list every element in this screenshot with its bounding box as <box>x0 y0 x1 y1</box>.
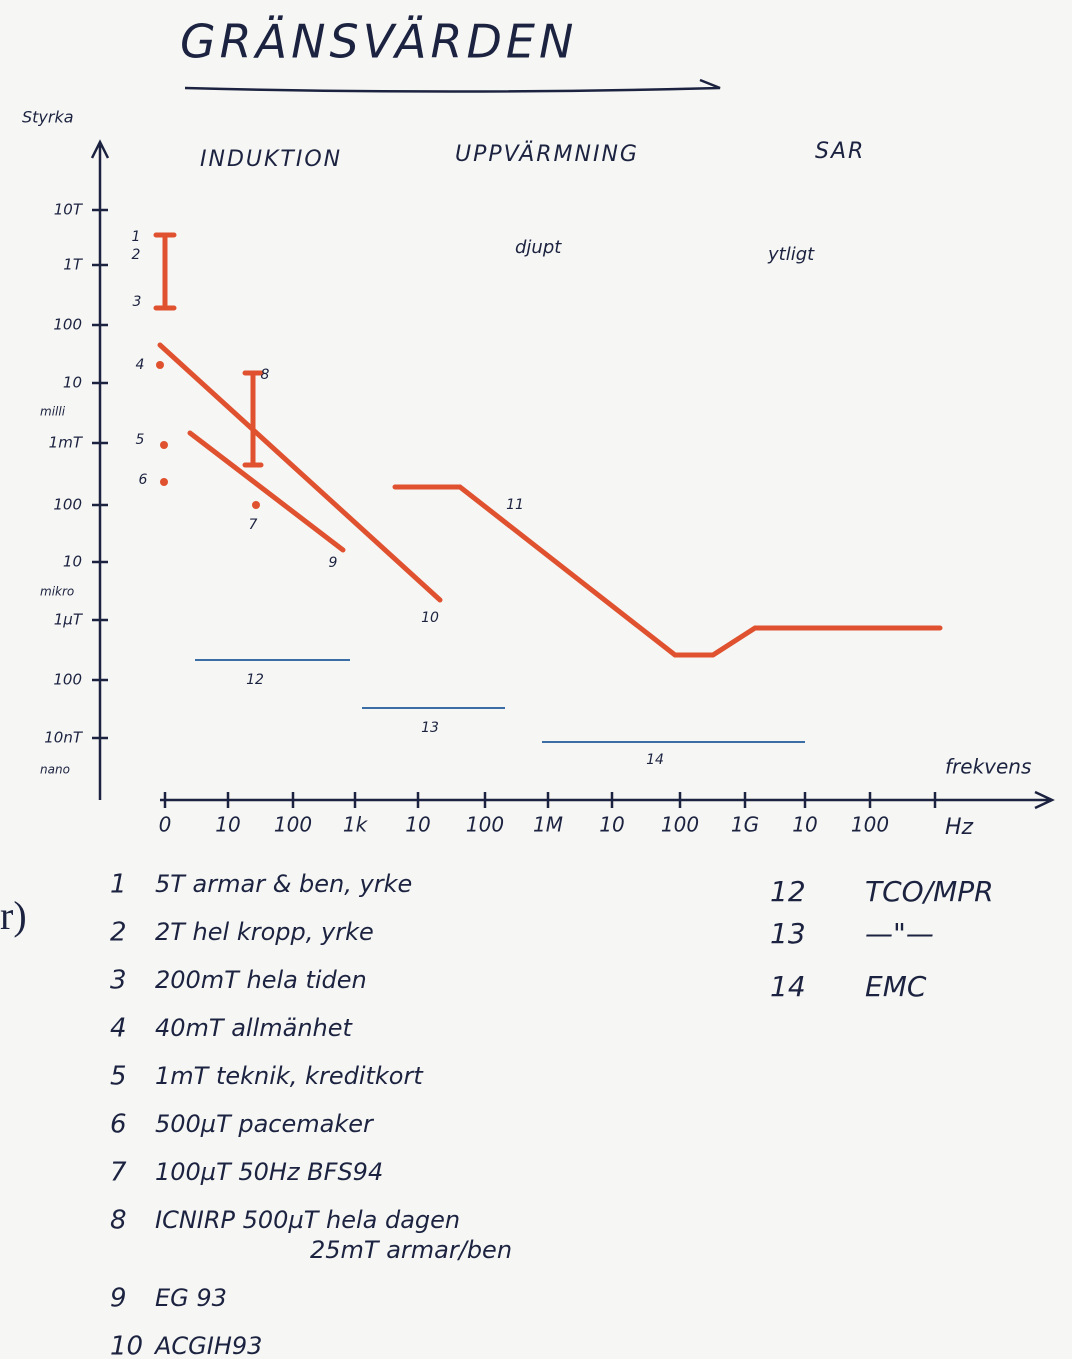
legend-number: 12 <box>770 875 806 908</box>
legend-text: 200mT hela tiden <box>155 966 367 994</box>
legend-text: 100µT 50Hz BFS94 <box>155 1158 383 1186</box>
y-sublabel: mikro <box>40 585 74 599</box>
legend-text: 5T armar & ben, yrke <box>155 870 412 898</box>
x-tick-label: 10 <box>215 813 240 837</box>
subregion-label: ytligt <box>767 244 815 265</box>
dots <box>156 361 260 509</box>
legend-text: 40mT allmänhet <box>155 1014 354 1042</box>
x-axis-unit: Hz <box>945 815 974 840</box>
y-tick-label: 1T <box>63 256 84 274</box>
marker-label: 5 <box>136 432 145 448</box>
legend-text: TCO/MPR <box>865 875 994 908</box>
marker-label: 2 <box>132 247 141 263</box>
legend-number: 6 <box>110 1110 127 1140</box>
y-axis-label: Styrka <box>22 108 74 127</box>
legend-text: ICNIRP 500µT hela dagen <box>155 1206 460 1234</box>
x-tick-label: 10 <box>792 813 817 837</box>
legend-number: 5 <box>110 1062 127 1092</box>
region-label: UPPVÄRMNING <box>455 141 639 167</box>
marker-label: 14 <box>646 752 664 768</box>
y-tick-label: 10T <box>54 201 84 219</box>
y-tick-label: 100 <box>53 496 82 514</box>
legend-text: ACGIH93 <box>153 1332 262 1359</box>
x-tick-label: 10 <box>405 813 430 837</box>
x-tick-label: 100 <box>466 813 504 837</box>
legend-number: 1 <box>110 870 127 900</box>
y-sublabel: milli <box>40 405 66 419</box>
x-tick-label: 1G <box>731 813 759 837</box>
marker-label: 7 <box>249 517 258 533</box>
x-tick-label: 1k <box>343 813 369 837</box>
y-axis <box>90 139 110 800</box>
subregion-label: djupt <box>515 237 562 258</box>
legend-number: 3 <box>110 966 127 996</box>
dot <box>160 441 168 449</box>
legend-text: —"— <box>865 917 934 950</box>
marker-label: 8 <box>261 367 270 383</box>
dot <box>160 478 168 486</box>
marker-label: 3 <box>133 294 142 310</box>
title: GRÄNSVÄRDEN <box>180 15 577 69</box>
y-tick-label: 10nT <box>44 729 84 747</box>
range-8 <box>242 370 264 468</box>
fragment: r) <box>0 893 27 938</box>
legend-number: 13 <box>770 917 806 950</box>
x-tick-label: 0 <box>159 813 172 837</box>
line-9 <box>187 430 346 553</box>
y-tick-label: 1µT <box>54 611 84 629</box>
x-tick-label: 100 <box>274 813 312 837</box>
title-underline <box>184 78 721 93</box>
marker-label: 9 <box>329 555 338 571</box>
legend-text: EMC <box>865 970 927 1003</box>
marker-label: 10 <box>421 610 439 626</box>
x-tick-label: 100 <box>851 813 889 837</box>
legend-text: 1mT teknik, kreditkort <box>155 1062 424 1090</box>
legend-number: 9 <box>110 1284 127 1314</box>
x-tick-label: 100 <box>661 813 699 837</box>
region-label: SAR <box>815 139 865 164</box>
marker-label: 6 <box>139 472 148 488</box>
line-4 <box>157 342 443 603</box>
y-tick-label: 1mT <box>49 434 84 452</box>
legend-number: 14 <box>770 970 806 1003</box>
range-1-3 <box>153 232 177 311</box>
legend-text: EG 93 <box>155 1284 227 1312</box>
line-11 <box>392 484 943 658</box>
legend-number: 4 <box>110 1014 127 1044</box>
x-tick-label: 1M <box>533 813 563 837</box>
legend-number: 8 <box>110 1206 127 1236</box>
y-tick-label: 10 <box>63 374 82 392</box>
legend-number: 10 <box>110 1332 143 1359</box>
y-tick-label: 100 <box>53 316 82 334</box>
legend-number: 2 <box>110 918 127 948</box>
y-sublabel: nano <box>40 763 70 777</box>
legend-text: 500µT pacemaker <box>155 1110 375 1138</box>
dot <box>252 501 260 509</box>
legend-number: 7 <box>110 1158 127 1188</box>
x-axis <box>160 790 1055 810</box>
x-axis-label: frekvens <box>945 755 1031 779</box>
marker-label: 12 <box>246 672 264 688</box>
marker-label: 11 <box>506 497 524 513</box>
region-label: INDUKTION <box>200 147 342 172</box>
marker-label: 13 <box>421 720 439 736</box>
legend-text: 2T hel kropp, yrke <box>155 918 374 946</box>
marker-label: 4 <box>136 357 145 373</box>
y-tick-label: 10 <box>63 553 82 571</box>
y-tick-label: 100 <box>53 671 82 689</box>
legend-text: 25mT armar/ben <box>310 1236 512 1264</box>
dot <box>156 361 164 369</box>
marker-label: 1 <box>132 229 141 245</box>
x-tick-label: 10 <box>599 813 624 837</box>
